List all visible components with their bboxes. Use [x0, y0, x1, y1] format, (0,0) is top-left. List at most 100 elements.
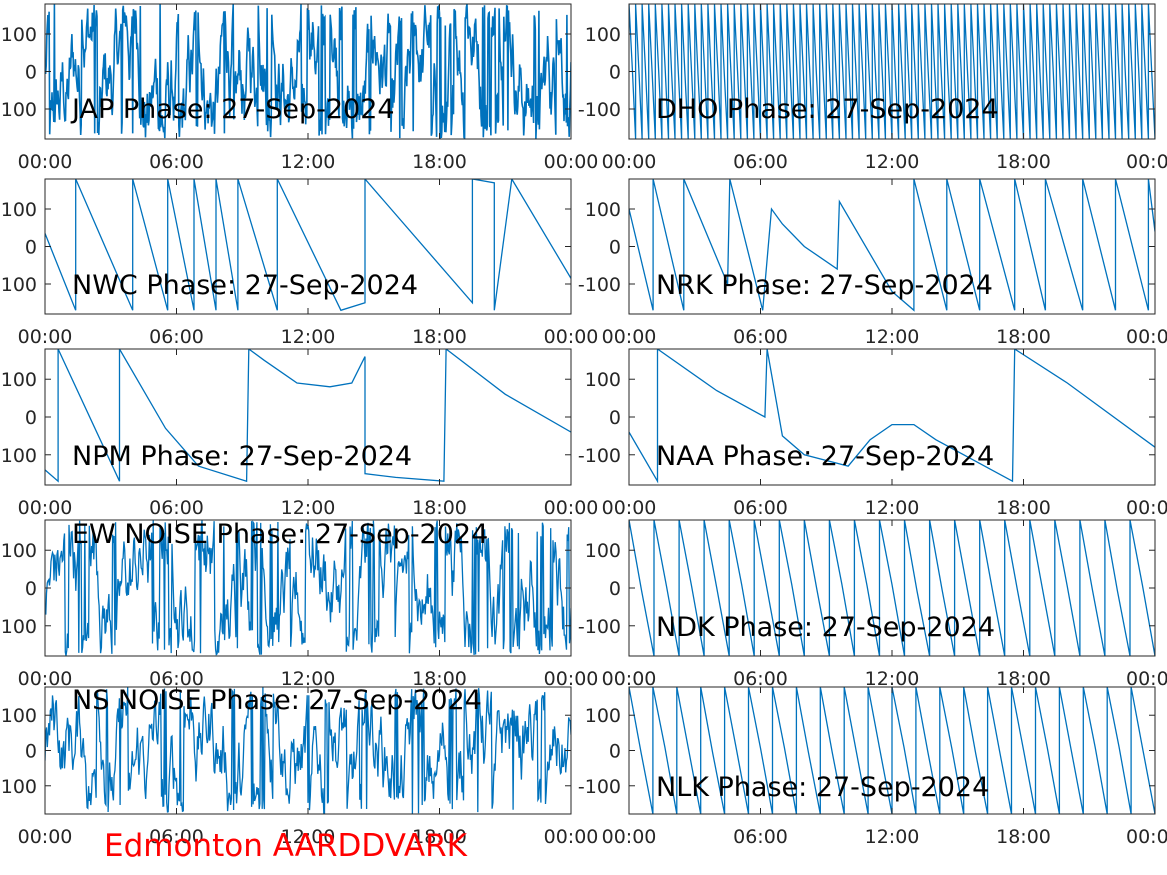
- y-tick-label: 100: [1, 776, 37, 798]
- x-tick-label: 12:00: [865, 326, 920, 348]
- x-tick-label: 00:0: [1126, 151, 1167, 173]
- x-tick-label: 00:00: [602, 497, 657, 519]
- x-tick-label: 06:00: [733, 151, 788, 173]
- x-tick-label: 00:00: [18, 151, 73, 173]
- series-line: [45, 179, 571, 312]
- chart-title: NAA Phase: 27-Sep-2024: [656, 441, 994, 472]
- chart-title: NS NOISE Phase: 27-Sep-2024: [72, 685, 482, 716]
- x-tick-label: 00:00: [544, 668, 599, 690]
- chart-title: NLK Phase: 27-Sep-2024: [656, 772, 989, 803]
- x-tick-label: 00:00: [18, 326, 73, 348]
- y-tick-label: 100: [585, 540, 621, 562]
- chart-title: EW NOISE Phase: 27-Sep-2024: [72, 519, 488, 550]
- x-tick-label: 18:00: [996, 326, 1051, 348]
- chart-panel: 100 0 -100 00:00 06:00 12:00 18:00 00:0 NRK Phas…: [578, 178, 1167, 348]
- y-tick-label: 0: [25, 62, 37, 84]
- x-tick-label: 12:00: [281, 326, 336, 348]
- y-tick-label: -100: [578, 274, 621, 296]
- x-tick-label: 18:00: [996, 151, 1051, 173]
- x-tick-label: 18:00: [412, 151, 467, 173]
- x-tick-label: 12:00: [281, 826, 336, 848]
- chart-title: NRK Phase: 27-Sep-2024: [656, 270, 993, 301]
- y-tick-label: -100: [578, 616, 621, 638]
- x-tick-label: 18:00: [412, 668, 467, 690]
- x-tick-label: 18:00: [412, 497, 467, 519]
- series-line: [45, 687, 571, 814]
- x-tick-label: 06:00: [149, 326, 204, 348]
- x-tick-label: 06:00: [733, 826, 788, 848]
- chart-title: NDK Phase: 27-Sep-2024: [656, 612, 995, 643]
- x-tick-label: 06:00: [733, 497, 788, 519]
- x-tick-label: 06:00: [733, 668, 788, 690]
- x-tick-label: 00:00: [544, 497, 599, 519]
- y-tick-label: 0: [609, 237, 621, 259]
- y-tick-label: 100: [1, 274, 37, 296]
- y-tick-label: -100: [578, 445, 621, 467]
- x-tick-label: 12:00: [281, 151, 336, 173]
- y-tick-label: -100: [578, 776, 621, 798]
- chart-title: NPM Phase: 27-Sep-2024: [72, 441, 412, 472]
- chart-title: JAP Phase: 27-Sep-2024: [70, 94, 395, 125]
- y-tick-label: 100: [585, 199, 621, 221]
- x-tick-label: 12:00: [281, 497, 336, 519]
- x-tick-label: 18:00: [996, 668, 1051, 690]
- x-tick-label: 18:00: [412, 826, 467, 848]
- y-tick-label: 100: [1, 705, 37, 727]
- x-tick-label: 18:00: [996, 826, 1051, 848]
- x-tick-label: 18:00: [412, 326, 467, 348]
- chart-panel: 100 0 -100 00:00 06:00 12:00 18:00 00:0 NAA Phas…: [578, 348, 1167, 519]
- chart-panel: 100 0 100 00:00 06:00 12:00 18:00 00:00 NWC Phas…: [1, 178, 599, 348]
- y-tick-label: 100: [1, 616, 37, 638]
- y-tick-label: -100: [578, 99, 621, 121]
- y-tick-label: 0: [25, 578, 37, 600]
- x-tick-label: 18:00: [996, 497, 1051, 519]
- x-tick-label: 00:00: [18, 497, 73, 519]
- x-tick-label: 06:00: [733, 326, 788, 348]
- x-tick-label: 12:00: [281, 668, 336, 690]
- chart-title: DHO Phase: 27-Sep-2024: [656, 94, 999, 125]
- series-line: [629, 520, 1155, 656]
- x-tick-label: 00:0: [1126, 826, 1167, 848]
- y-tick-label: 0: [609, 578, 621, 600]
- y-tick-label: 100: [1, 540, 37, 562]
- y-tick-label: 0: [25, 407, 37, 429]
- chart-title: NWC Phase: 27-Sep-2024: [72, 270, 418, 301]
- x-tick-label: 06:00: [149, 826, 204, 848]
- y-tick-label: 100: [585, 369, 621, 391]
- x-tick-label: 00:0: [1126, 326, 1167, 348]
- x-tick-label: 00:00: [602, 826, 657, 848]
- y-tick-label: 100: [1, 24, 37, 46]
- x-tick-label: 00:00: [544, 326, 599, 348]
- series-line: [629, 4, 1155, 139]
- station-label: Edmonton AARDDVARK: [104, 828, 468, 864]
- y-tick-label: 100: [1, 99, 37, 121]
- x-tick-label: 00:0: [1126, 668, 1167, 690]
- y-tick-label: 0: [25, 741, 37, 763]
- y-tick-label: 0: [609, 741, 621, 763]
- y-tick-label: 100: [1, 199, 37, 221]
- y-tick-label: 100: [585, 705, 621, 727]
- x-tick-label: 06:00: [149, 668, 204, 690]
- y-tick-label: 100: [585, 24, 621, 46]
- x-tick-label: 12:00: [865, 668, 920, 690]
- chart-panel: 100 0 -100 00:00 06:00 12:00 18:00 00:0 DHO Phas…: [578, 3, 1167, 173]
- x-tick-label: 00:00: [544, 826, 599, 848]
- x-tick-label: 00:00: [18, 668, 73, 690]
- series-line: [45, 349, 571, 483]
- chart-panel: 100 0 100 00:00 06:00 12:00 18:00 00:00 JAP Phas…: [1, 3, 599, 173]
- y-tick-label: 100: [1, 445, 37, 467]
- series-line: [629, 179, 1155, 312]
- x-tick-label: 00:0: [1126, 497, 1167, 519]
- chart-panel: 100 0 -100 00:00 06:00 12:00 18:00 00:0 NLK Phas…: [578, 686, 1167, 848]
- x-tick-label: 00:00: [602, 326, 657, 348]
- x-tick-label: 12:00: [865, 497, 920, 519]
- chart-panel: 100 0 100 00:00 06:00 12:00 18:00 00:00 NPM Phas…: [1, 348, 599, 519]
- y-tick-label: 100: [1, 369, 37, 391]
- y-tick-label: 0: [25, 237, 37, 259]
- x-tick-label: 06:00: [149, 497, 204, 519]
- series-line: [629, 349, 1155, 484]
- chart-panel: 100 0 100 00:00 06:00 12:00 18:00 00:00 NS NOISE…: [1, 685, 599, 848]
- x-tick-label: 00:00: [544, 151, 599, 173]
- chart-panel: 100 0 -100 00:00 06:00 12:00 18:00 00:0 NDK Phas…: [578, 519, 1167, 690]
